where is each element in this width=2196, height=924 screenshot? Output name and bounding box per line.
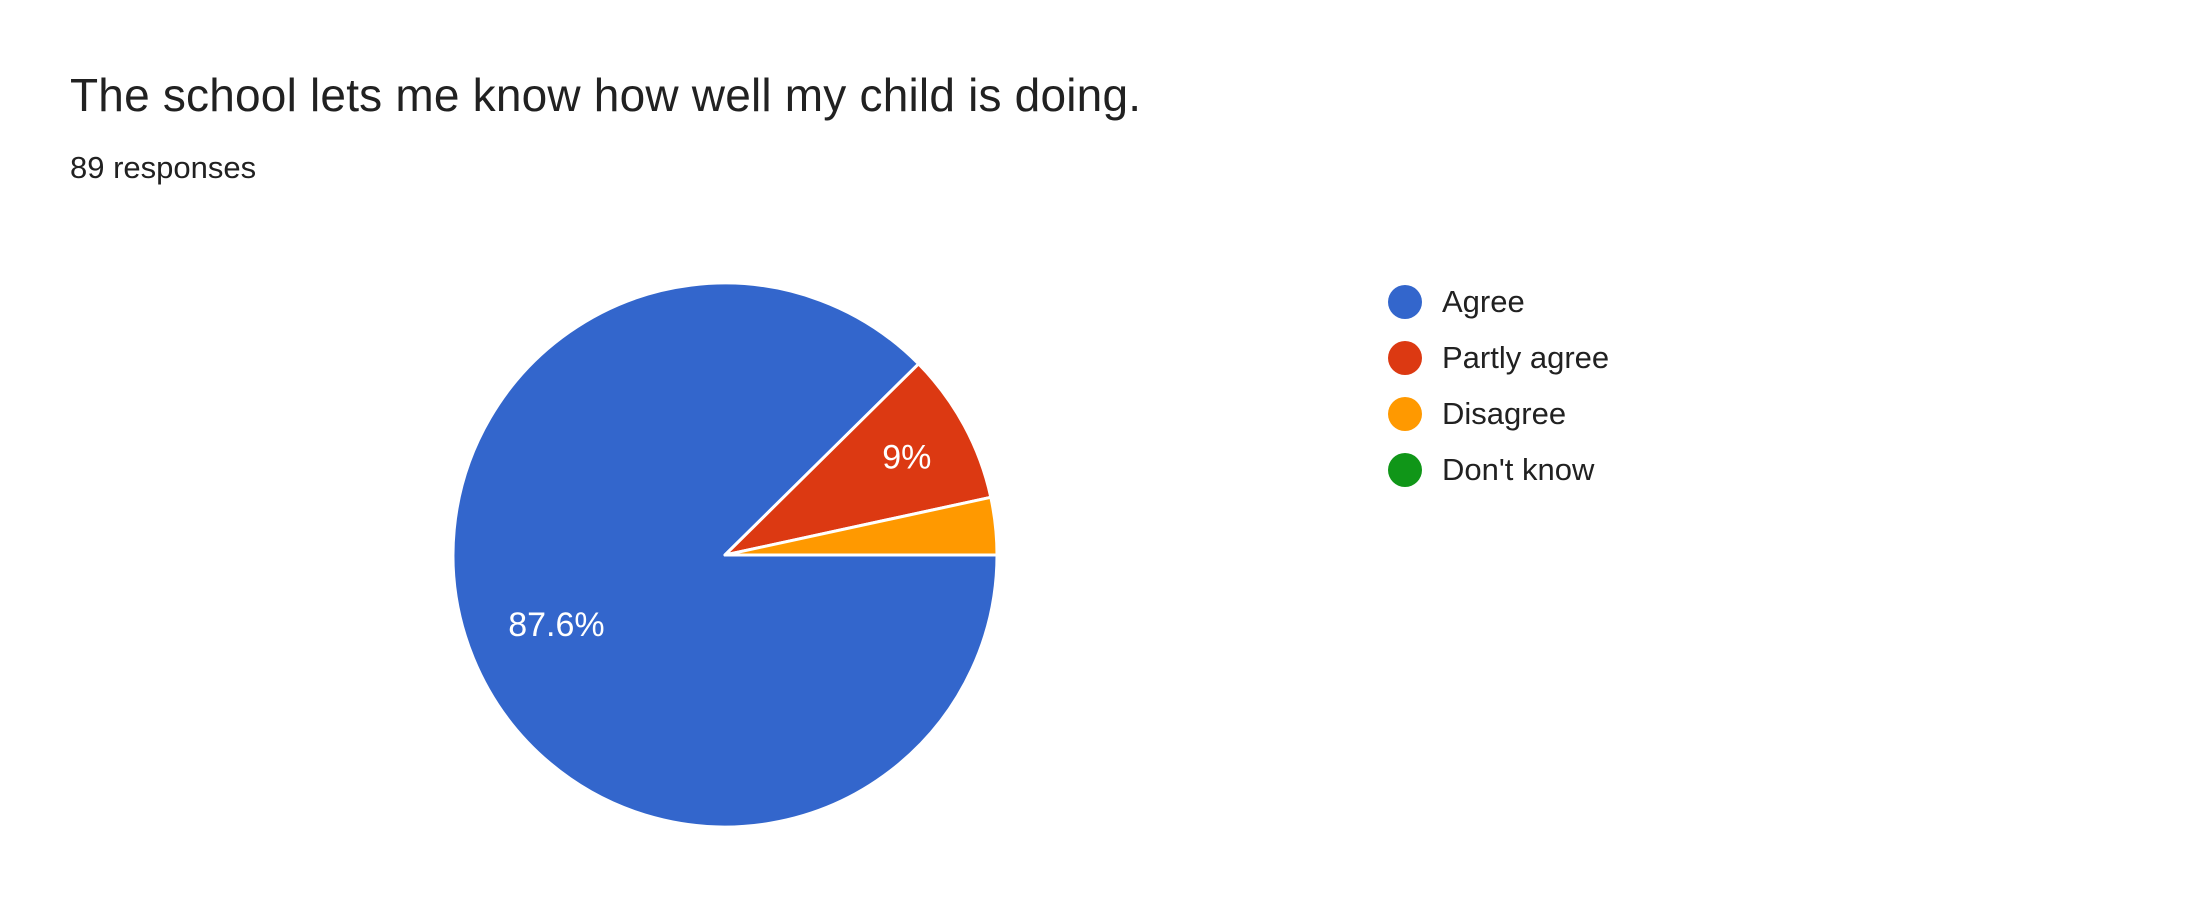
pie-slices [451, 281, 999, 829]
legend-label: Partly agree [1442, 340, 1610, 375]
pie-slice-disagree[interactable] [723, 495, 999, 557]
pie-slice-partly-agree[interactable] [723, 362, 993, 557]
response-count: 89 responses [70, 150, 257, 185]
legend-label: Disagree [1442, 396, 1567, 431]
legend-swatch-icon [1388, 397, 1422, 431]
legend-label: Don't know [1442, 452, 1595, 487]
legend-item-partly-agree: Partly agree [1388, 340, 1610, 375]
pie-slice-label: 9% [882, 439, 931, 477]
legend-swatch-icon [1388, 453, 1422, 487]
chart-legend: Agree Partly agree Disagree Don't know [1388, 284, 1610, 487]
pie-slice-labels: 87.6% 9% [508, 439, 931, 645]
legend-swatch-icon [1388, 285, 1422, 319]
legend-item-disagree: Disagree [1388, 396, 1609, 431]
question-title: The school lets me know how well my chil… [70, 69, 1142, 121]
pie-slice-label: 87.6% [508, 606, 604, 644]
legend-swatch-icon [1388, 341, 1422, 375]
legend-label: Agree [1442, 284, 1525, 319]
legend-item-agree: Agree [1388, 284, 1609, 319]
legend-item-don-t-know: Don't know [1388, 452, 1609, 487]
